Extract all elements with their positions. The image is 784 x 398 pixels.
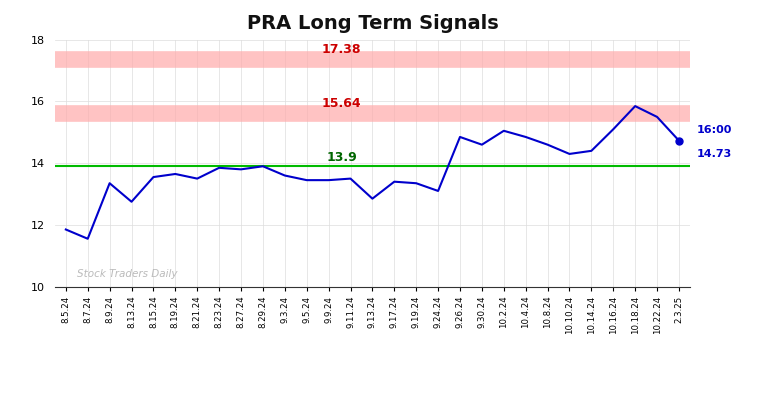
- Text: 15.64: 15.64: [322, 97, 361, 110]
- Text: Stock Traders Daily: Stock Traders Daily: [77, 269, 177, 279]
- Text: 13.9: 13.9: [326, 151, 358, 164]
- Text: 16:00: 16:00: [697, 125, 732, 135]
- Title: PRA Long Term Signals: PRA Long Term Signals: [246, 14, 499, 33]
- Text: 14.73: 14.73: [697, 149, 732, 159]
- Text: 17.38: 17.38: [322, 43, 361, 57]
